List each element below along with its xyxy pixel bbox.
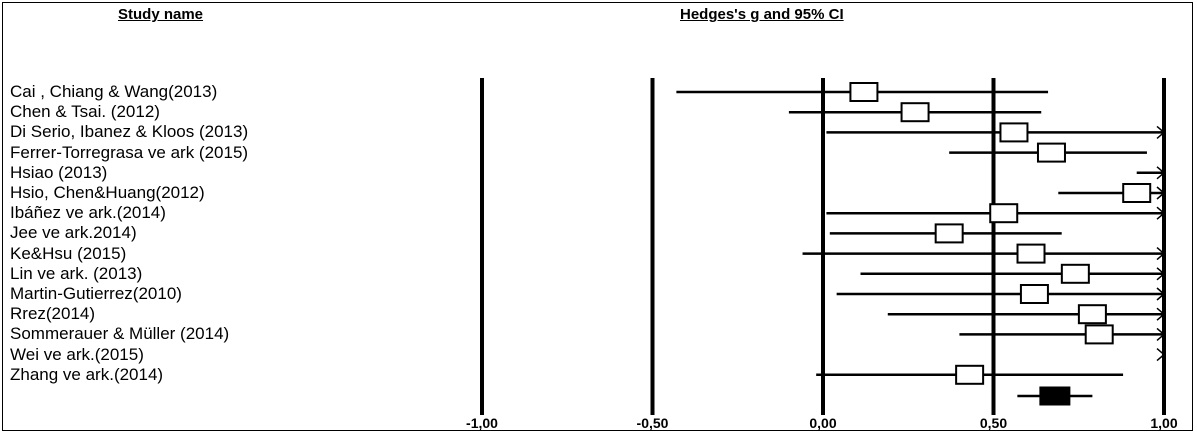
- ci-arrow: [1156, 307, 1166, 321]
- study-label: Cai , Chiang & Wang(2013): [10, 82, 218, 101]
- effect-box: [989, 203, 1019, 224]
- study-label: Martin-Gutierrez(2010): [10, 284, 182, 303]
- ci-arrow: [1156, 206, 1166, 220]
- effect-box: [999, 122, 1029, 143]
- effect-size-header: Hedges's g and 95% CI: [680, 6, 844, 23]
- ci-arrow: [1156, 348, 1166, 362]
- ci-arrow: [1156, 287, 1166, 301]
- ci-arrow: [1156, 267, 1166, 281]
- study-label: Sommerauer & Müller (2014): [10, 324, 230, 344]
- effect-box: [900, 102, 930, 123]
- effect-box: [1122, 183, 1152, 203]
- study-label: Zhang ve ark.(2014): [10, 364, 164, 384]
- study-name-header: Study name: [118, 6, 204, 23]
- ci-arrow: [1156, 166, 1166, 180]
- effect-box: [1084, 324, 1114, 345]
- effect-box: [1060, 263, 1090, 284]
- effect-box: [1077, 304, 1107, 325]
- study-label: Wei ve ark.(2015): [10, 344, 144, 364]
- ci-arrow: [1156, 186, 1166, 200]
- ci-arrow: [1156, 125, 1166, 139]
- study-label: Hsiao (2013): [10, 162, 108, 182]
- tick-label: 1,00: [1150, 415, 1178, 431]
- study-label: Hsio, Chen&Huang(2012): [10, 183, 205, 202]
- study-label: Rrez(2014): [10, 304, 96, 324]
- study-label: Ferrer-Torregrasa ve ark (2015): [10, 142, 249, 162]
- summary-box: [1039, 386, 1071, 406]
- effect-box: [849, 82, 879, 102]
- tick-label: -1,00: [466, 415, 498, 431]
- ci-arrow: [1156, 247, 1166, 261]
- effect-box: [1036, 142, 1066, 163]
- tick-label: -0,50: [636, 415, 669, 431]
- effect-box: [955, 364, 985, 385]
- effect-box: [934, 223, 964, 244]
- study-label: Chen & Tsai. (2012): [10, 102, 160, 122]
- tick-label: 0,50: [979, 415, 1008, 431]
- study-label: Ke&Hsu (2015): [10, 243, 127, 263]
- study-label: Di Serio, Ibanez & Kloos (2013): [10, 122, 249, 142]
- study-label: Lin ve ark. (2013): [10, 263, 143, 283]
- study-label: Ibáñez ve ark.(2014): [10, 203, 166, 223]
- effect-box: [1016, 243, 1046, 264]
- study-label: Jee ve ark.2014): [10, 223, 137, 243]
- effect-box: [1019, 284, 1049, 304]
- tick-label: 0,00: [809, 415, 837, 431]
- ci-arrow: [1156, 327, 1166, 341]
